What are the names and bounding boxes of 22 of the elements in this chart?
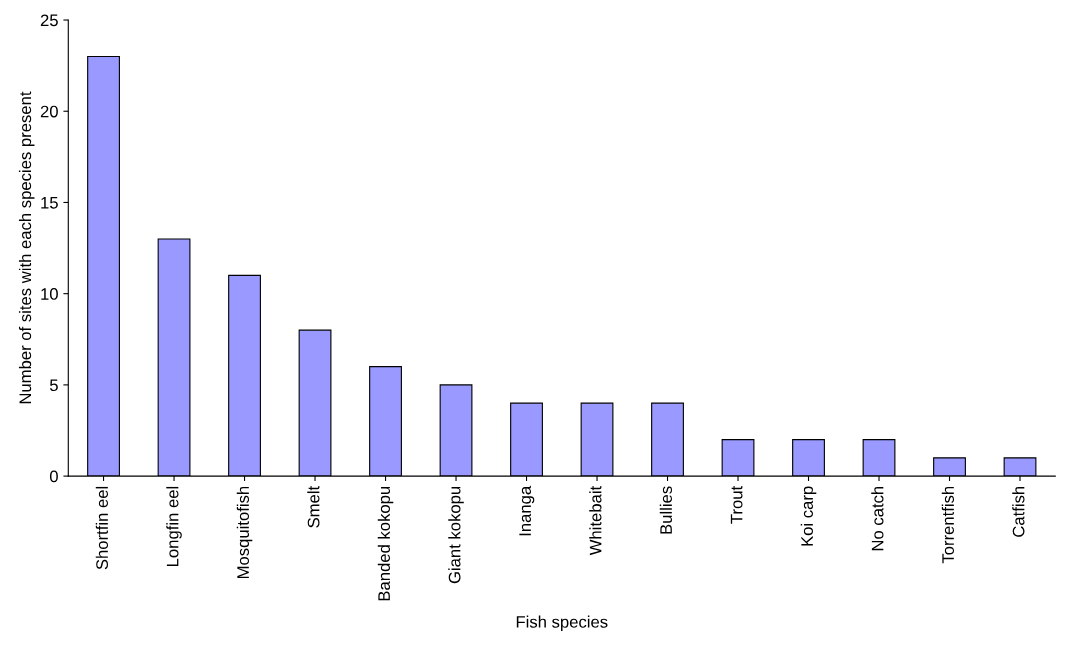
y-tick-label: 5 bbox=[49, 379, 58, 392]
x-tick-label: Banded kokopu bbox=[377, 486, 394, 601]
x-tick-label: Catfish bbox=[1012, 486, 1025, 537]
x-tick-label: Koi carp bbox=[800, 486, 817, 546]
y-tick-label: 20 bbox=[40, 105, 58, 118]
x-tick-label: Longfin eel bbox=[166, 486, 182, 566]
y-tick-label: 10 bbox=[41, 288, 58, 300]
x-tick-label: Trout bbox=[730, 485, 743, 524]
x-tick-label: Whitebait bbox=[589, 485, 602, 556]
x-tick-label: Mosquitofish bbox=[236, 486, 253, 579]
y-tick-label: 15 bbox=[41, 197, 58, 209]
x-tick-label: Giant kokopu bbox=[448, 486, 464, 584]
x-axis-title: Fish species bbox=[516, 615, 608, 632]
x-tick-label: Shortfin eel bbox=[95, 486, 109, 570]
y-tick-label: 25 bbox=[40, 14, 58, 27]
y-tick-label: 0 bbox=[49, 470, 58, 483]
x-tick-label: Smelt bbox=[307, 485, 320, 528]
x-tick-label: No catch bbox=[871, 486, 884, 551]
x-tick-label: Bullies bbox=[659, 486, 672, 534]
x-tick-label: Torrentfish bbox=[941, 486, 954, 564]
y-axis-title: Number of sites with each species present bbox=[18, 91, 35, 404]
x-tick-label: Inanga bbox=[519, 485, 535, 536]
